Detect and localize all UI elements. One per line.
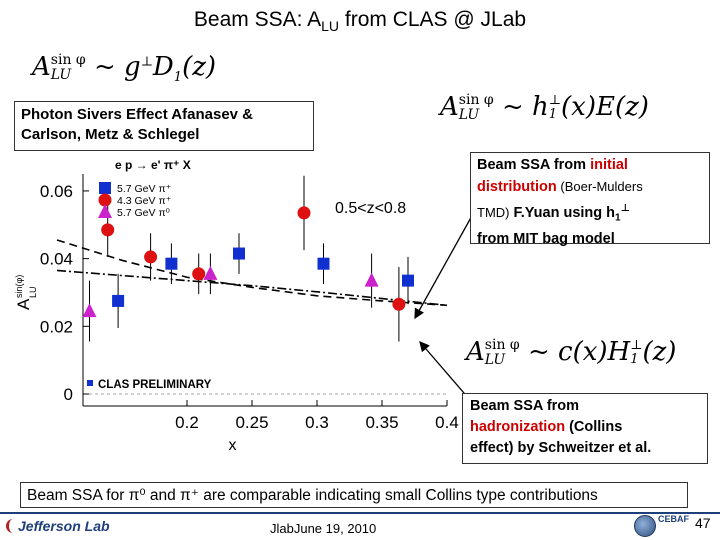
x-tick-label: 0.35: [365, 413, 398, 432]
collins-curve: [56, 269, 448, 307]
y-tick-label: 0.04: [40, 250, 73, 269]
data-point: [165, 257, 178, 270]
photon-box-line1: Photon Sivers Effect Afanasev &: [21, 106, 254, 123]
z-range-annotation: 0.5<z<0.8: [335, 200, 406, 217]
init-text-e: F.Yuan using h: [509, 204, 616, 221]
jefferson-lab-logo: Jefferson Lab: [6, 518, 110, 534]
x-tick-label: 0.25: [235, 413, 268, 432]
y-tick-label: 0.06: [40, 182, 73, 201]
prelim-label: CLAS PRELIMINARY: [98, 379, 212, 391]
y-tick-label: 0: [64, 385, 73, 404]
formula-rhs: ~ c(x)H: [527, 337, 631, 367]
formula-arg: (z): [182, 52, 217, 82]
x-axis-label: x: [229, 437, 237, 454]
chart-title: e p → e' π⁺ X: [115, 158, 191, 172]
legend-marker: [98, 193, 112, 207]
data-point: [203, 265, 218, 280]
formula-sub: LU: [484, 352, 506, 368]
data-point: [297, 206, 311, 220]
formula-rhs-sup: ⊥: [140, 54, 153, 70]
had-highlight: hadronization: [470, 419, 566, 435]
photon-sivers-box: Photon Sivers Effect Afanasev & Carlson,…: [14, 101, 314, 151]
formula-rhs-sup: ⊥: [630, 338, 643, 353]
hadronization-box: Beam SSA from hadronization (Collins eff…: [462, 393, 708, 464]
x-tick-label: 0.2: [175, 413, 199, 432]
page-number: 47: [695, 515, 711, 531]
formula-sup: sin φ: [484, 337, 520, 353]
formula-sub: LU: [50, 67, 72, 83]
data-point: [192, 267, 206, 281]
y-tick-label: 0.02: [40, 317, 73, 336]
formula-tail: (z): [642, 337, 677, 367]
photon-box-line2: Carlson, Metz & Schlegel: [21, 126, 200, 143]
footer-divider: [0, 512, 720, 514]
init-highlight: initial: [590, 157, 628, 173]
init-text-a: Beam SSA from: [477, 157, 591, 173]
formula-rhs-tail: D: [152, 52, 174, 82]
init-text-e-sub: 1: [615, 212, 621, 224]
had-text-a: Beam SSA from: [470, 398, 580, 414]
logo-swoosh-icon: [6, 519, 17, 533]
formula-lhs: A: [440, 92, 459, 122]
x-tick-label: 0.3: [305, 413, 329, 432]
asymmetry-chart: e p → e' π⁺ X 0 0.02 0.04 0.06 0.2 0.25 0.3 0.35…: [15, 158, 459, 454]
doe-seal-icon: [634, 515, 656, 537]
data-point: [402, 274, 414, 287]
had-text-b: (Collins: [565, 419, 623, 435]
formula-rhs-sub: 1: [630, 352, 639, 367]
conclusion-text: Beam SSA for π⁰ and π⁺ are comparable in…: [27, 487, 598, 504]
prelim-marker: [87, 380, 93, 386]
init-text-e-sup: ⊥: [620, 203, 630, 214]
x-tick-label: 0.4: [435, 413, 459, 432]
init-text-f: from MIT bag model: [477, 230, 615, 247]
title-subscript: LU: [321, 18, 340, 35]
y-axis-label: A: [15, 298, 33, 310]
legend-label: 4.3 GeV π⁺: [117, 195, 172, 207]
formula-rhs: ~ h: [501, 92, 549, 122]
init-text-c: (Boer-Mulders: [556, 179, 643, 194]
formula-rhs-sub: 1: [173, 70, 183, 86]
legend-marker: [98, 204, 112, 218]
arrow-initial-to-curve: [414, 204, 479, 320]
formula-rhs: ~ g: [93, 52, 141, 82]
title-rest: from CLAS @ JLab: [339, 8, 527, 31]
data-point: [392, 297, 406, 311]
initial-distribution-box: Beam SSA from initial distribution (Boer…: [470, 152, 710, 247]
formula-sup: sin φ: [50, 52, 86, 68]
formula-rhs-sub: 1: [548, 107, 558, 122]
arrow-hadronization-to-curve: [419, 341, 471, 401]
data-point: [364, 272, 379, 287]
init-highlight-distribution: distribution: [477, 179, 557, 195]
formula-lhs: A: [32, 52, 51, 82]
legend-marker: [99, 182, 111, 194]
data-point: [233, 247, 245, 260]
title-main: Beam SSA: A: [193, 8, 322, 31]
legend-label: 5.7 GeV π⁰: [117, 207, 171, 219]
cebaf-label: CEBAF: [658, 514, 689, 524]
had-text-c: effect) by Schweitzer et al.: [470, 440, 652, 456]
data-point: [144, 250, 158, 264]
formula-lhs: A: [466, 337, 485, 367]
data-point: [112, 294, 125, 307]
init-text-d: TMD): [477, 204, 510, 220]
formula-tail: (x)E(z): [561, 92, 649, 122]
data-point: [101, 223, 115, 237]
legend-label: 5.7 GeV π⁺: [117, 183, 172, 195]
formula-sup: sin φ: [458, 92, 494, 108]
conclusion-box: Beam SSA for π⁰ and π⁺ are comparable in…: [20, 482, 688, 508]
formula-rhs-sup: ⊥: [548, 93, 562, 108]
logo-text: Jefferson Lab: [18, 518, 110, 534]
y-axis-label-sup: sin(φ): [15, 275, 24, 298]
y-axis-label-sub: LU: [28, 286, 38, 298]
data-point: [82, 303, 97, 318]
slide-title: Beam SSA: ALU from CLAS @ JLab: [0, 8, 720, 34]
slide-date: JlabJune 19, 2010: [270, 521, 377, 536]
formula-sub: LU: [458, 107, 480, 123]
boer-mulders-curve: [56, 239, 448, 307]
data-point: [317, 257, 330, 270]
